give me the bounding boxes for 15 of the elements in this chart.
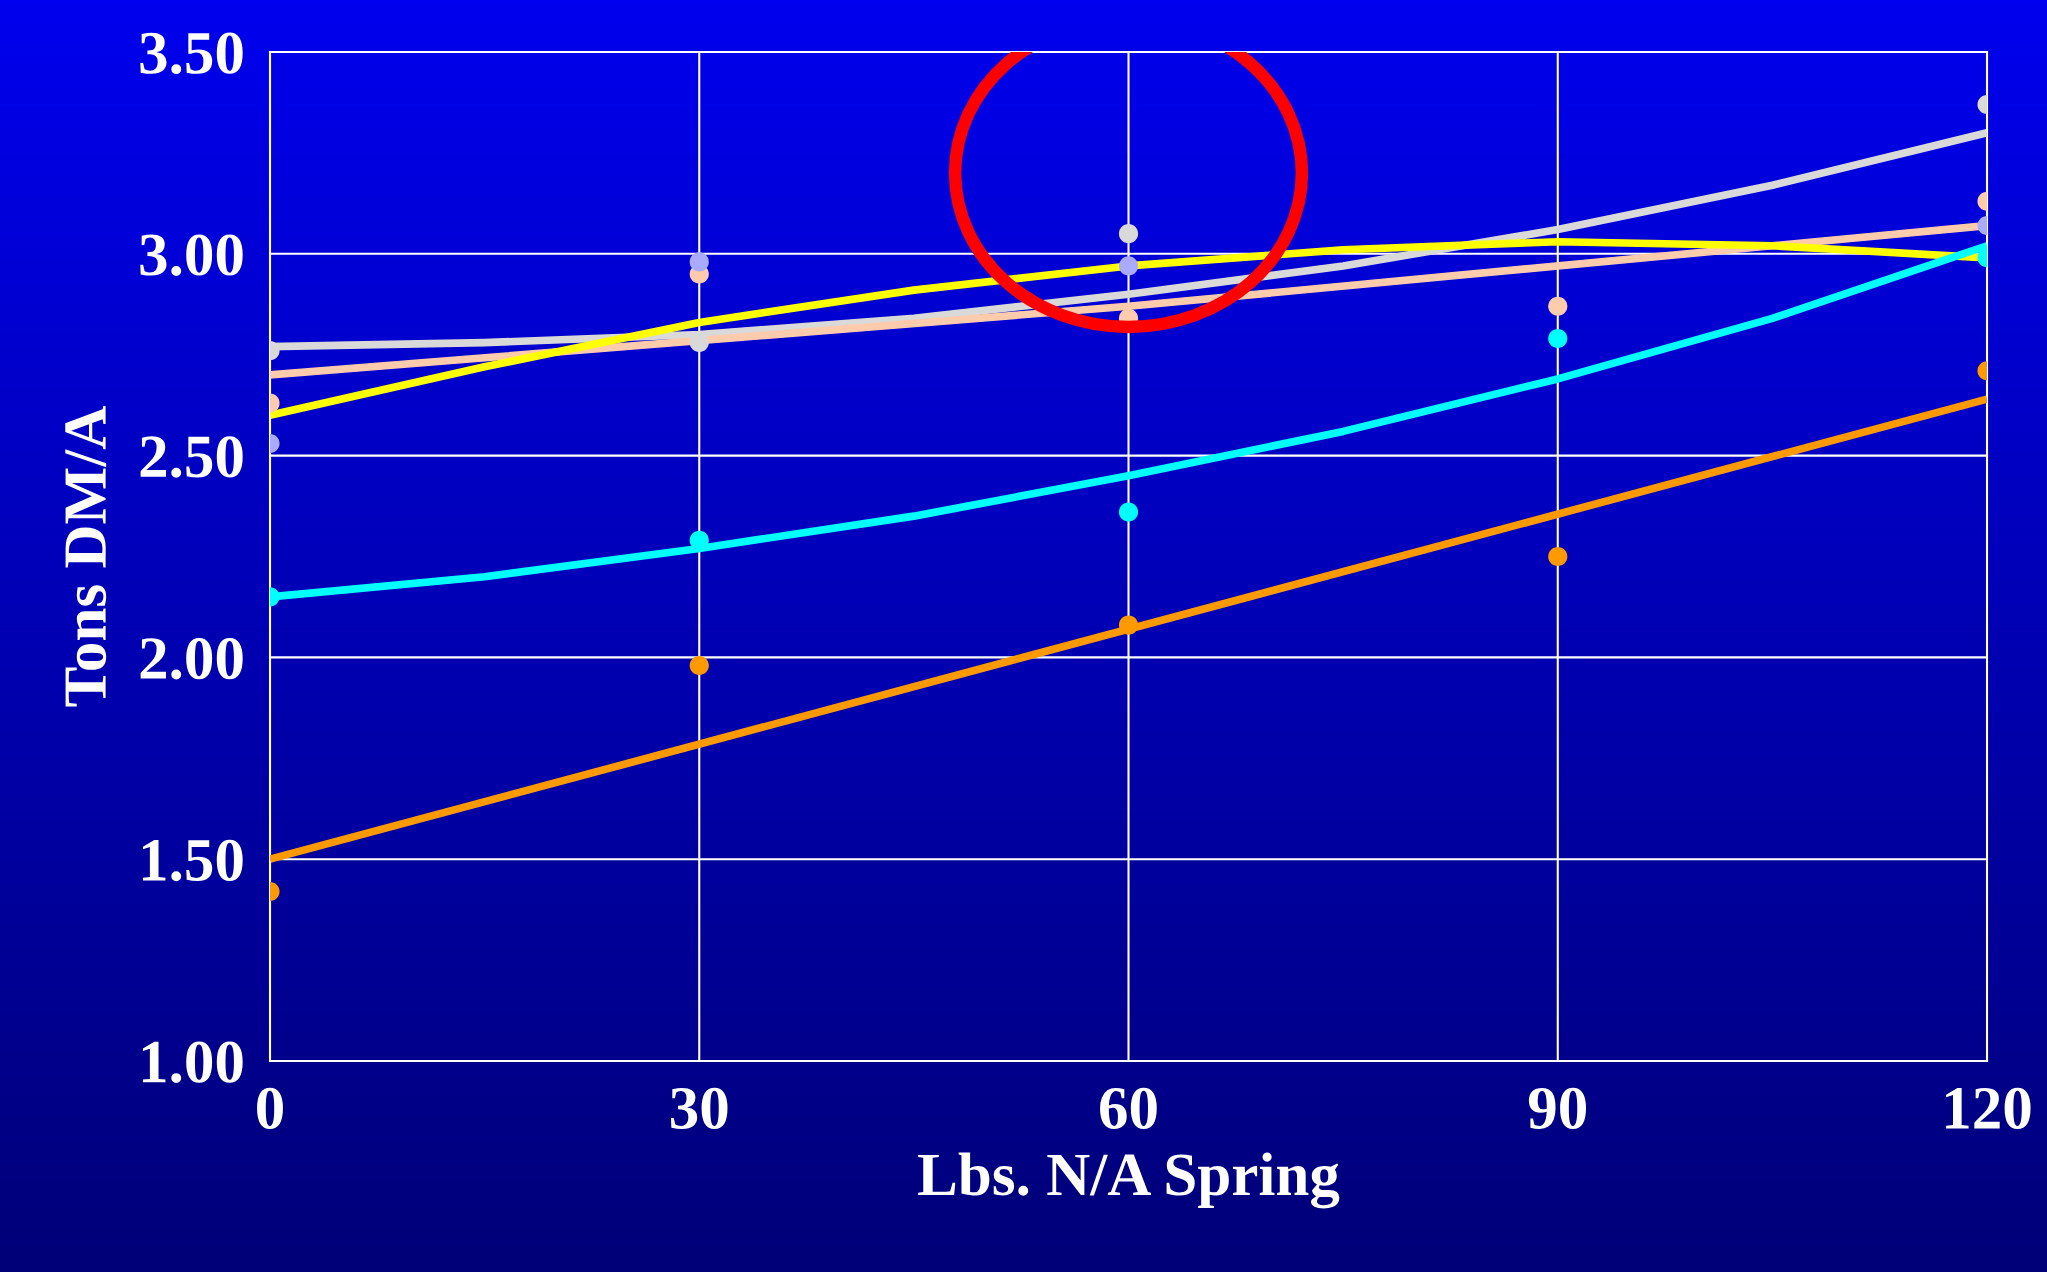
y-tick-label: 2.00 [140, 637, 243, 680]
x-tick-label: 30 [671, 1087, 728, 1129]
x-tick-label: 60 [1100, 1087, 1157, 1129]
y-tick-label: 1.50 [142, 839, 243, 882]
y-tick-label: 1.00 [142, 1041, 243, 1084]
x-axis-title: Lbs. N/A Spring [918, 1152, 1340, 1209]
y-axis-title: Tons DM/A [65, 406, 107, 707]
y-tick-label: 3.00 [140, 234, 243, 276]
point [1118, 502, 1139, 522]
y-tick-label: 3.50 [140, 32, 243, 75]
y-tick-label: 2.50 [140, 436, 243, 478]
x-tick-label: 0 [257, 1087, 283, 1129]
x-tick-label: 90 [1528, 1087, 1586, 1129]
x-tick-label: 120 [1946, 1087, 2031, 1129]
point [1118, 615, 1139, 635]
